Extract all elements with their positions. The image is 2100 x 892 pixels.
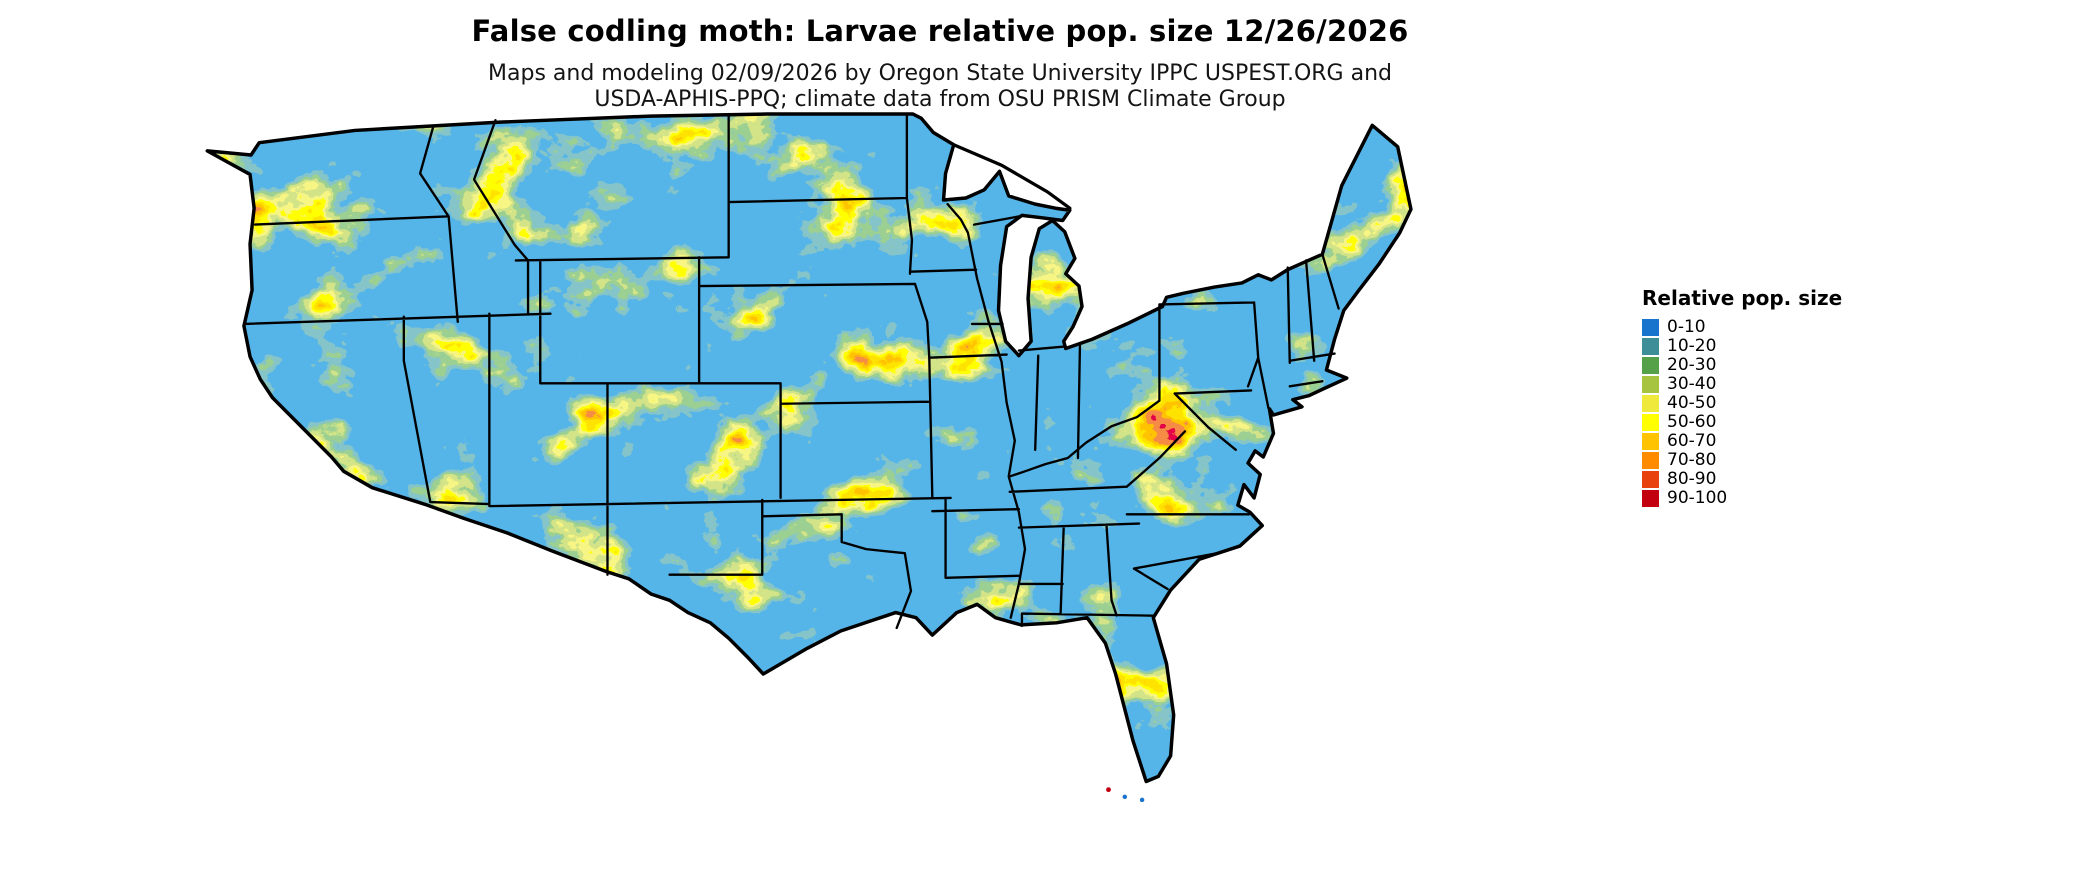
state-borders	[243, 112, 1340, 630]
legend-swatch	[1642, 452, 1659, 469]
legend-item-label: 80-90	[1667, 469, 1717, 489]
legend-swatch	[1642, 433, 1659, 450]
legend-item: 70-80	[1642, 451, 1842, 470]
legend-swatch	[1642, 414, 1659, 431]
legend-title: Relative pop. size	[1642, 286, 1843, 310]
legend-item-label: 20-30	[1667, 355, 1717, 375]
legend-item-label: 90-100	[1667, 488, 1728, 508]
legend-swatch	[1642, 490, 1659, 507]
legend-swatch	[1642, 376, 1659, 393]
map-legend: Relative pop. size 0-10 10-20 20-30 30-4…	[1642, 286, 1842, 508]
legend-item-label: 60-70	[1667, 431, 1717, 451]
legend-item: 40-50	[1642, 394, 1842, 413]
title-block: False codling moth: Larvae relative pop.…	[340, 14, 1540, 113]
us-choropleth-map	[192, 112, 1414, 890]
map-svg	[205, 112, 1413, 803]
legend-item: 10-20	[1642, 337, 1842, 356]
canada-border-through-lake-superior	[952, 143, 1072, 210]
legend-item: 30-40	[1642, 375, 1842, 394]
legend-item: 90-100	[1642, 489, 1842, 508]
legend-item-label: 0-10	[1667, 317, 1706, 337]
legend-swatch	[1642, 395, 1659, 412]
subtitle-line-1: Maps and modeling 02/09/2026 by Oregon S…	[488, 61, 1392, 86]
legend-swatch	[1642, 471, 1659, 488]
page-subtitle: Maps and modeling 02/09/2026 by Oregon S…	[340, 61, 1540, 113]
page-title: False codling moth: Larvae relative pop.…	[471, 14, 1409, 48]
legend-item: 0-10	[1642, 318, 1842, 337]
legend-item: 20-30	[1642, 356, 1842, 375]
national-border	[205, 112, 1413, 784]
legend-item: 50-60	[1642, 413, 1842, 432]
legend-item-label: 70-80	[1667, 450, 1717, 470]
florida-keys-dots	[1106, 787, 1145, 803]
legend-swatch	[1642, 357, 1659, 374]
legend-item-label: 40-50	[1667, 393, 1717, 413]
legend-item-label: 10-20	[1667, 336, 1717, 356]
legend-swatch	[1642, 338, 1659, 355]
subtitle-line-2: USDA-APHIS-PPQ; climate data from OSU PR…	[594, 87, 1286, 112]
legend-item: 60-70	[1642, 432, 1842, 451]
legend-item-label: 50-60	[1667, 412, 1717, 432]
legend-item-label: 30-40	[1667, 374, 1717, 394]
legend-swatch	[1642, 319, 1659, 336]
legend-item: 80-90	[1642, 470, 1842, 489]
